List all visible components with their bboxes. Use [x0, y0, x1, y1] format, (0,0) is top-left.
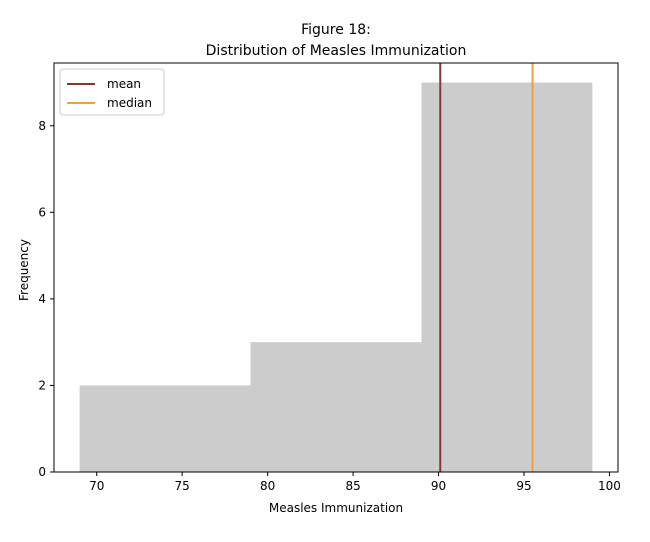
chart-title-line-1: Figure 18: — [301, 22, 371, 38]
legend-mean-label: mean — [107, 77, 141, 91]
y-axis-label: Frequency — [17, 239, 31, 301]
histogram-bar-0 — [79, 385, 251, 472]
x-tick-label: 80 — [260, 479, 275, 493]
x-axis-label: Measles Immunization — [269, 501, 403, 515]
reference-lines — [439, 63, 534, 472]
x-tick-label: 70 — [89, 479, 104, 493]
y-tick-label: 6 — [38, 205, 46, 219]
chart-title-line-2: Distribution of Measles Immunization — [206, 43, 467, 59]
histogram-bars — [79, 82, 593, 472]
x-tick-label: 95 — [516, 479, 531, 493]
legend: mean median — [59, 68, 165, 116]
legend-median-label: median — [107, 96, 152, 110]
y-tick-label: 8 — [38, 119, 46, 133]
y-tick-label: 0 — [38, 465, 46, 479]
x-axis-ticks: 70 75 80 85 90 95 100 — [89, 472, 621, 493]
x-tick-label: 85 — [345, 479, 360, 493]
y-tick-label: 2 — [38, 378, 46, 392]
plot-frame — [53, 62, 619, 473]
histogram-bar-1 — [250, 342, 422, 472]
x-tick-label: 100 — [598, 479, 621, 493]
x-tick-label: 75 — [175, 479, 190, 493]
x-tick-label: 90 — [431, 479, 446, 493]
histogram-bar-2 — [421, 82, 593, 472]
y-axis-ticks: 0 2 4 6 8 — [38, 119, 54, 479]
y-tick-label: 4 — [38, 292, 46, 306]
